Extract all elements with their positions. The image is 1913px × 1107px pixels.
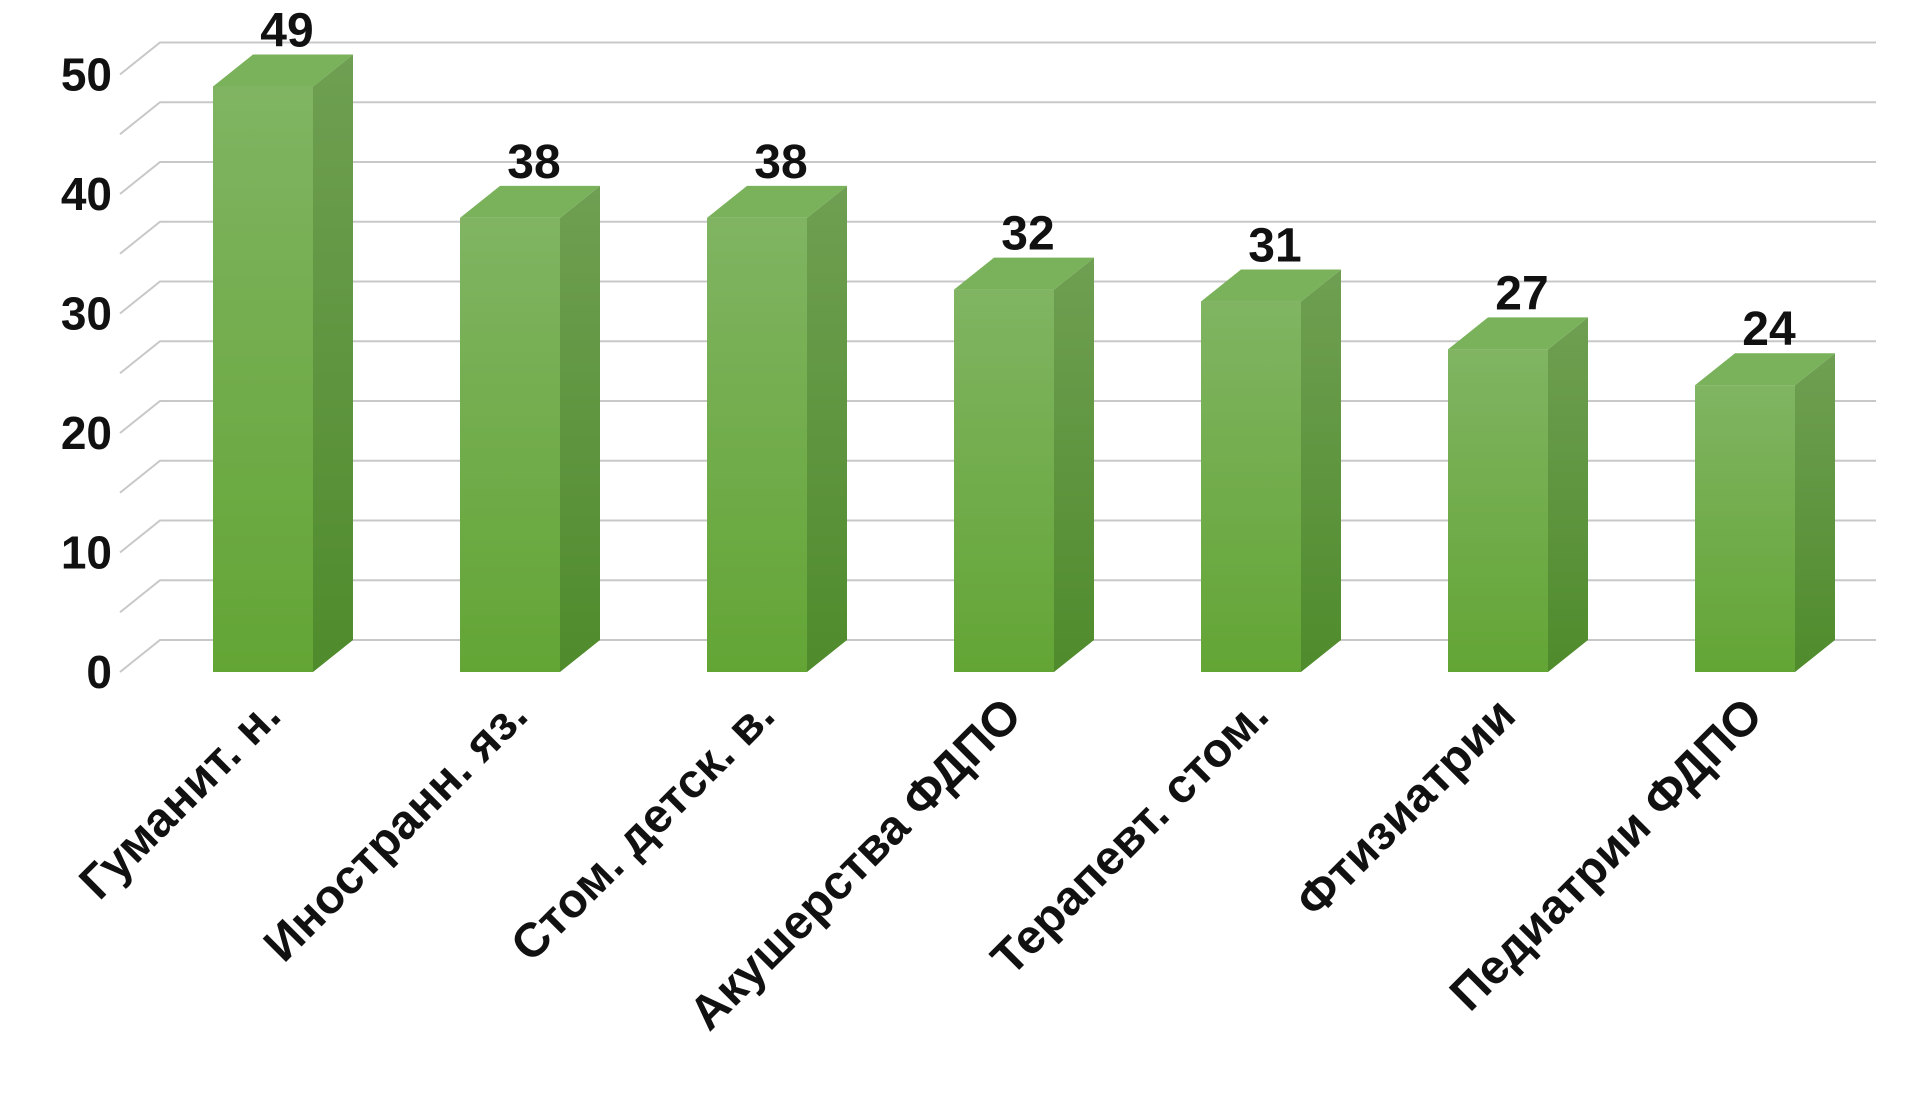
bar-front <box>213 86 313 672</box>
x-tick-label: Стом. детск. в. <box>501 688 785 972</box>
bar-top <box>460 185 600 218</box>
bar <box>460 185 600 672</box>
y-tick-label: 30 <box>61 288 112 340</box>
bar-front <box>460 217 560 672</box>
bar-front <box>954 289 1054 672</box>
x-tick-label: Фтизиатрии <box>1286 688 1526 928</box>
bar <box>213 54 353 672</box>
bar <box>1448 317 1588 672</box>
bar-top <box>1201 269 1341 302</box>
grid <box>119 41 1876 673</box>
bar-front <box>707 217 807 672</box>
y-tick-label: 20 <box>61 407 112 459</box>
data-labels: 49 38 38 32 31 27 24 <box>260 4 1796 356</box>
data-label: 27 <box>1495 267 1548 320</box>
data-label: 49 <box>260 4 313 57</box>
data-label: 38 <box>507 136 560 189</box>
bar <box>1695 353 1835 672</box>
x-tick-label: Иностранн. яз. <box>254 688 538 972</box>
bar-side <box>560 185 600 672</box>
y-axis: 0 10 20 30 40 50 <box>61 49 112 699</box>
y-tick-label: 0 <box>86 646 112 698</box>
y-tick-label: 40 <box>61 168 112 220</box>
gridline <box>119 220 1876 255</box>
bar-top <box>707 185 847 218</box>
data-label: 24 <box>1742 303 1796 356</box>
data-label: 31 <box>1248 220 1301 273</box>
bar-side <box>1548 317 1588 672</box>
bar-top <box>1448 317 1588 350</box>
bar-top <box>213 54 353 87</box>
bar-top <box>954 257 1094 290</box>
y-tick-label: 50 <box>61 49 112 101</box>
x-tick-label: Гуманит. н. <box>70 688 291 909</box>
x-axis: Гуманит. н.Иностранн. яз.Стом. детск. в.… <box>70 688 1773 1040</box>
gridline <box>119 101 1876 136</box>
bar-top <box>1695 353 1835 386</box>
y-tick-label: 10 <box>61 527 112 579</box>
bar-side <box>313 54 353 672</box>
bar <box>1201 269 1341 672</box>
bar-side <box>807 185 847 672</box>
bar <box>707 185 847 672</box>
bar <box>954 257 1094 672</box>
bars <box>213 54 1835 672</box>
bar-side <box>1301 269 1341 672</box>
x-tick-label: Терапевт. стом. <box>982 688 1279 985</box>
bar-front <box>1448 349 1548 672</box>
gridline <box>119 161 1876 195</box>
data-label: 32 <box>1001 208 1054 261</box>
bar-front <box>1201 301 1301 672</box>
bar-front <box>1695 385 1795 672</box>
bar-side <box>1054 257 1094 672</box>
bar-side <box>1795 353 1835 672</box>
data-label: 38 <box>754 136 807 189</box>
gridline <box>119 41 1876 76</box>
